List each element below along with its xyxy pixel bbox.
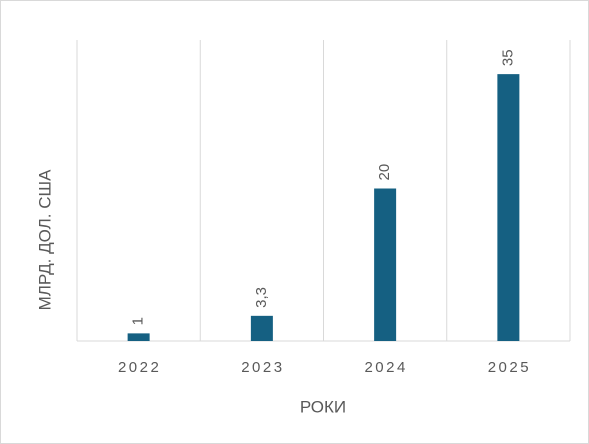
value-label: 3,3 — [253, 287, 270, 308]
x-tick-label: 2023 — [241, 359, 284, 376]
x-tick-label: 2022 — [118, 359, 161, 376]
bar — [497, 74, 520, 341]
bar — [250, 315, 273, 341]
x-tick-label: 2024 — [364, 359, 407, 376]
value-label: 1 — [130, 317, 147, 325]
y-axis-title: МЛРД. ДОЛ. США — [35, 169, 54, 310]
value-label: 35 — [499, 49, 516, 66]
bar — [374, 188, 397, 341]
bar — [127, 333, 150, 341]
value-label: 20 — [376, 164, 393, 181]
x-axis-title: РОКИ — [300, 397, 346, 416]
x-tick-label: 2025 — [488, 359, 531, 376]
